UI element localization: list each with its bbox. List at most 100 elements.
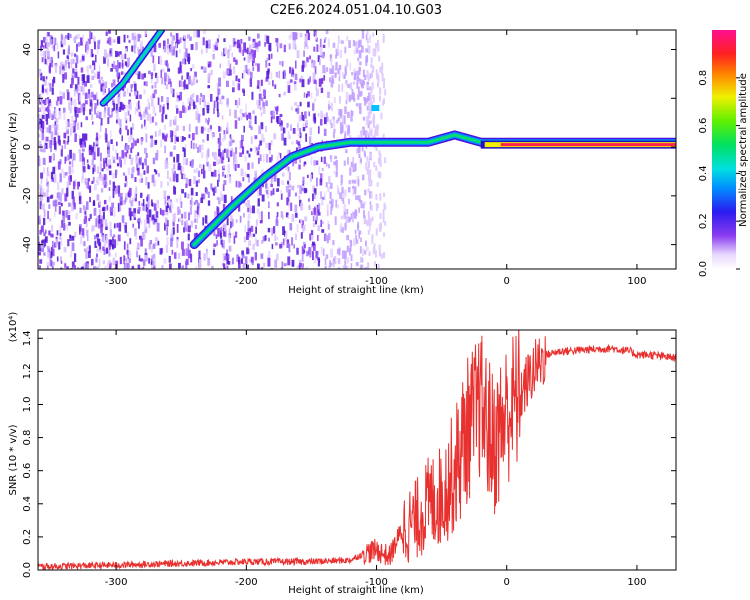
noise-speck xyxy=(161,68,165,73)
noise-speck xyxy=(181,265,184,269)
noise-speck xyxy=(320,156,323,163)
noise-speck xyxy=(277,178,280,187)
noise-speck xyxy=(370,57,373,64)
noise-speck xyxy=(226,216,229,226)
noise-speck xyxy=(247,228,250,235)
noise-speck xyxy=(358,91,362,97)
noise-speck xyxy=(139,235,142,240)
noise-speck xyxy=(196,30,200,38)
noise-speck xyxy=(124,222,128,226)
noise-speck xyxy=(204,215,208,224)
noise-speck xyxy=(161,113,164,123)
noise-speck xyxy=(244,112,247,118)
noise-speck xyxy=(82,74,86,83)
noise-speck xyxy=(357,226,360,231)
noise-speck xyxy=(79,59,82,63)
noise-speck xyxy=(128,187,132,196)
noise-speck xyxy=(214,186,217,193)
noise-speck xyxy=(259,140,262,146)
snr-x-ticks: -300 -200 -100 0 100 xyxy=(105,330,646,588)
noise-speck xyxy=(375,165,378,172)
noise-speck xyxy=(154,218,157,223)
noise-speck xyxy=(50,60,54,68)
noise-speck xyxy=(216,196,219,201)
noise-speck xyxy=(182,81,185,87)
noise-speck xyxy=(221,262,224,267)
noise-speck xyxy=(376,128,379,137)
noise-speck xyxy=(290,141,294,145)
noise-speck xyxy=(243,42,247,51)
noise-speck xyxy=(270,176,273,185)
noise-speck xyxy=(48,125,52,134)
noise-speck xyxy=(304,244,306,249)
noise-speck xyxy=(96,239,98,246)
noise-speck xyxy=(265,178,268,186)
noise-speck xyxy=(341,186,344,194)
noise-speck xyxy=(294,101,298,106)
noise-speck xyxy=(235,43,238,48)
noise-speck xyxy=(73,36,76,42)
noise-speck xyxy=(309,55,312,60)
noise-speck xyxy=(136,242,140,249)
noise-speck xyxy=(216,38,219,43)
noise-speck xyxy=(181,173,184,180)
noise-speck xyxy=(278,93,281,98)
noise-speck xyxy=(175,198,179,203)
noise-speck xyxy=(336,249,340,255)
noise-speck xyxy=(130,84,134,88)
noise-speck xyxy=(95,132,99,139)
noise-speck xyxy=(185,183,188,188)
noise-speck xyxy=(54,203,57,212)
noise-speck xyxy=(161,264,164,269)
noise-speck xyxy=(372,32,375,37)
noise-speck xyxy=(108,36,112,46)
noise-speck xyxy=(141,203,145,207)
y-tick-label: 0.6 xyxy=(22,463,33,479)
noise-speck xyxy=(160,69,163,79)
noise-speck xyxy=(368,218,371,226)
noise-speck xyxy=(126,231,130,237)
noise-speck xyxy=(46,196,50,203)
x-tick-label: 0 xyxy=(504,577,510,588)
noise-speck xyxy=(90,258,94,266)
noise-speck xyxy=(105,163,108,167)
noise-speck xyxy=(332,240,335,246)
noise-speck xyxy=(206,222,209,226)
noise-speck xyxy=(124,197,127,203)
noise-speck xyxy=(367,210,370,219)
colorbar-tick-label: 0.6 xyxy=(698,118,709,134)
noise-speck xyxy=(366,118,369,124)
noise-speck xyxy=(105,128,107,137)
noise-speck xyxy=(342,191,345,200)
noise-speck xyxy=(60,267,63,269)
noise-speck xyxy=(40,73,43,77)
noise-speck xyxy=(276,253,279,261)
noise-speck xyxy=(337,39,341,43)
noise-speck xyxy=(190,140,193,149)
noise-speck xyxy=(329,260,332,268)
noise-speck xyxy=(49,56,52,62)
noise-speck xyxy=(88,218,91,222)
noise-speck xyxy=(227,59,231,67)
noise-speck xyxy=(201,144,204,151)
noise-speck xyxy=(185,219,189,228)
noise-speck xyxy=(215,96,219,102)
noise-speck xyxy=(144,248,147,253)
noise-speck xyxy=(146,217,150,224)
noise-speck xyxy=(217,137,220,144)
noise-speck xyxy=(378,244,381,253)
noise-speck xyxy=(82,166,86,173)
noise-speck xyxy=(249,148,253,152)
noise-speck xyxy=(238,43,242,53)
noise-speck xyxy=(280,267,283,269)
noise-speck xyxy=(217,112,220,117)
noise-speck xyxy=(260,97,264,101)
noise-speck xyxy=(188,179,192,187)
noise-speck xyxy=(179,91,182,101)
noise-speck xyxy=(250,256,254,263)
noise-speck xyxy=(117,100,120,110)
noise-speck xyxy=(302,60,305,69)
noise-speck xyxy=(359,78,362,84)
noise-speck xyxy=(48,140,51,148)
noise-speck xyxy=(221,101,223,105)
